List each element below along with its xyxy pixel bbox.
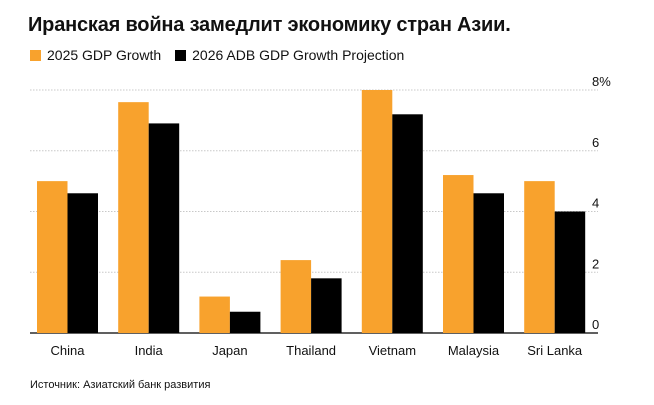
bar-2026 — [554, 211, 586, 333]
bar-2026 — [229, 311, 261, 333]
bar-2026 — [392, 114, 423, 333]
y-tick-label: 0 — [592, 317, 599, 332]
legend: 2025 GDP Growth 2026 ADB GDP Growth Proj… — [30, 47, 418, 63]
x-tick-label: India — [135, 343, 164, 358]
y-tick-label: 2 — [592, 256, 599, 271]
legend-swatch-2025 — [30, 49, 41, 61]
bar-2026 — [311, 278, 342, 333]
source-note: Источник: Азиатский банк развития — [30, 379, 211, 391]
bar-2026 — [473, 193, 504, 333]
bar-2025 — [361, 90, 393, 333]
bar-2025 — [443, 175, 474, 333]
x-tick-label: China — [51, 343, 86, 358]
bar-2025 — [37, 181, 68, 333]
bar-2026 — [148, 123, 180, 333]
legend-item-2025: 2025 GDP Growth — [30, 47, 161, 63]
x-tick-label: Japan — [212, 343, 247, 358]
bar-2025 — [118, 102, 149, 334]
x-tick-label: Malaysia — [448, 343, 500, 358]
legend-item-2026: 2026 ADB GDP Growth Projection — [175, 47, 404, 63]
bar-2025 — [199, 296, 230, 333]
y-tick-label: 6 — [592, 135, 599, 150]
legend-swatch-2026 — [175, 49, 187, 61]
legend-label-2025: 2025 GDP Growth — [47, 47, 162, 63]
bar-2025 — [524, 181, 555, 333]
y-tick-label: 4 — [592, 196, 599, 211]
legend-label-2026: 2026 ADB GDP Growth Projection — [192, 47, 405, 63]
chart-title: Иранская война замедлит экономику стран … — [28, 14, 511, 36]
x-tick-label: Sri Lanka — [527, 343, 583, 358]
bar-2025 — [280, 260, 312, 333]
bar-2026 — [67, 193, 98, 333]
x-tick-label: Vietnam — [369, 343, 416, 358]
y-tick-label: 8% — [592, 74, 611, 89]
x-tick-label: Thailand — [286, 343, 336, 358]
